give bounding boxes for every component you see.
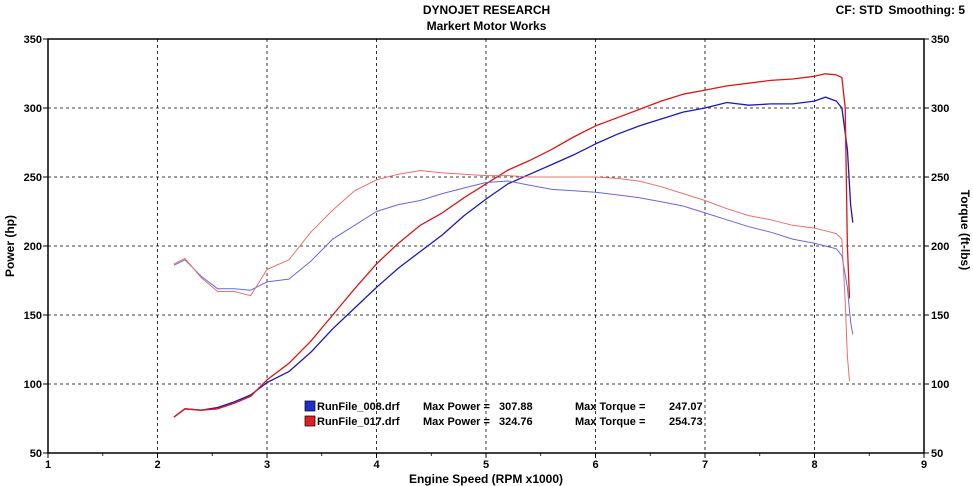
x-tick-label-6: 6 bbox=[592, 459, 598, 471]
legend-maxtorque-run008: 247.07 bbox=[669, 401, 703, 413]
legend-entry-run017: RunFile_017.drf Max Power = 324.76 Max T… bbox=[304, 415, 703, 428]
y-axis-label: Power (hp) bbox=[3, 215, 17, 277]
x-tick-label-5: 5 bbox=[483, 459, 489, 471]
cf-label: CF: STD bbox=[835, 3, 883, 17]
x-tick-label-9: 9 bbox=[921, 459, 927, 471]
x-axis-label: Engine Speed (RPM x1000) bbox=[409, 472, 563, 486]
smoothing-label: Smoothing: 5 bbox=[888, 3, 965, 17]
tick-layer: 1 2 3 4 5 6 7 8 9 50 50 100 100 150 150 200 200 250 250 300… bbox=[24, 34, 950, 471]
y-tick-label-200: 200 bbox=[24, 241, 42, 253]
chart-title: DYNOJET RESEARCH bbox=[422, 3, 551, 17]
legend-file-run017: RunFile_017.drf bbox=[317, 416, 400, 428]
y2-axis-label: Torque (ft-lbs) bbox=[958, 190, 972, 270]
y-tick-label-100: 100 bbox=[24, 379, 42, 391]
y-tick-label-250: 250 bbox=[24, 172, 42, 184]
y2-tick-label-300: 300 bbox=[931, 103, 949, 115]
x-tick-label-1: 1 bbox=[45, 459, 51, 471]
legend-maxtorque-run017: 254.73 bbox=[669, 416, 703, 428]
legend-maxpower-label-run017: Max Power = bbox=[423, 416, 490, 428]
x-tick-label-8: 8 bbox=[811, 459, 817, 471]
series-layer bbox=[173, 73, 854, 418]
correction-info: CF: STD Smoothing: 5 bbox=[834, 3, 965, 17]
y2-tick-label-150: 150 bbox=[931, 310, 949, 322]
legend: RunFile_008.drf Max Power = 307.88 Max T… bbox=[304, 400, 703, 428]
series-line-run017-torque bbox=[173, 170, 850, 382]
series-line-run017-power bbox=[173, 73, 851, 418]
legend-file-run008: RunFile_008.drf bbox=[317, 401, 400, 413]
y-tick-label-50: 50 bbox=[30, 448, 42, 460]
legend-maxpower-run008: 307.88 bbox=[499, 401, 533, 413]
legend-maxtorque-label-run017: Max Torque = bbox=[575, 416, 645, 428]
y2-tick-label-350: 350 bbox=[931, 34, 949, 46]
y2-tick-label-200: 200 bbox=[931, 241, 949, 253]
x-tick-label-3: 3 bbox=[264, 459, 270, 471]
series-line-run008-power bbox=[173, 96, 854, 418]
y2-tick-label-100: 100 bbox=[931, 379, 949, 391]
legend-swatch-run008 bbox=[304, 400, 316, 412]
legend-maxpower-run017: 324.76 bbox=[499, 416, 533, 428]
y2-tick-label-50: 50 bbox=[931, 448, 943, 460]
series-line-run008-torque bbox=[173, 180, 854, 335]
y-tick-label-350: 350 bbox=[24, 34, 42, 46]
x-tick-label-7: 7 bbox=[702, 459, 708, 471]
legend-maxpower-label-run008: Max Power = bbox=[423, 401, 490, 413]
y-tick-label-300: 300 bbox=[24, 103, 42, 115]
x-tick-label-4: 4 bbox=[373, 459, 380, 471]
grid bbox=[48, 39, 924, 453]
chart-subtitle: Markert Motor Works bbox=[426, 19, 547, 33]
x-tick-label-2: 2 bbox=[154, 459, 160, 471]
legend-maxtorque-label-run008: Max Torque = bbox=[575, 401, 645, 413]
legend-swatch-run017 bbox=[304, 415, 316, 427]
y2-tick-label-250: 250 bbox=[931, 172, 949, 184]
y-tick-label-150: 150 bbox=[24, 310, 42, 322]
legend-entry-run008: RunFile_008.drf Max Power = 307.88 Max T… bbox=[304, 400, 703, 413]
